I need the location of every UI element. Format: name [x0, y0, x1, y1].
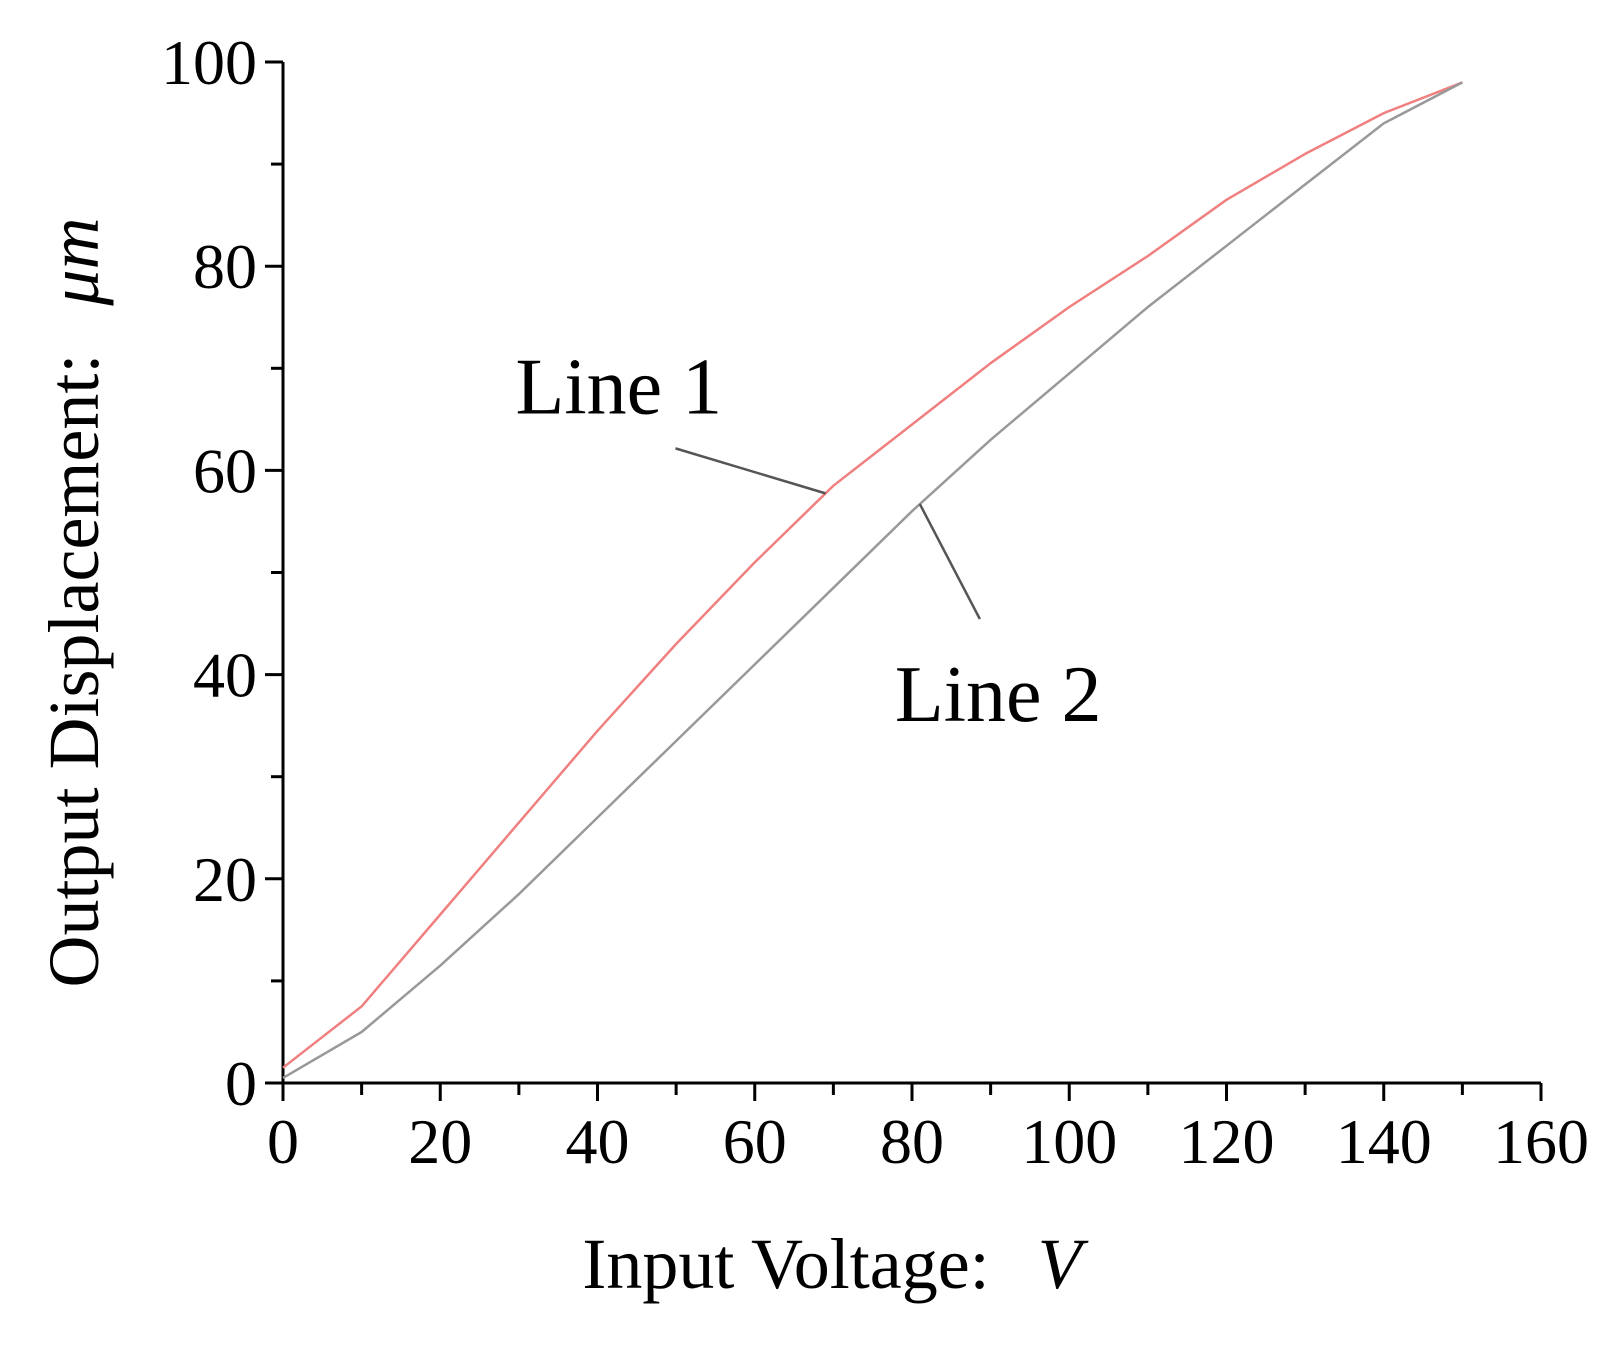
x-tick-label: 40 — [566, 1106, 630, 1177]
x-tick-label: 100 — [1021, 1106, 1117, 1177]
x-tick-label: 120 — [1179, 1106, 1275, 1177]
x-tick-label: 140 — [1336, 1106, 1432, 1177]
y-tick-label: 80 — [193, 231, 257, 302]
x-axis-label: Input Voltage: — [582, 1224, 989, 1304]
x-tick-label: 160 — [1493, 1106, 1589, 1177]
y-axis-title: Output Displacement: μm — [34, 217, 114, 987]
x-axis-title: Input Voltage: V — [582, 1224, 1088, 1304]
y-tick-label: 100 — [161, 27, 257, 98]
x-tick-label: 80 — [880, 1106, 944, 1177]
annotations: Line 1 Line 2 — [516, 343, 1102, 739]
x-tick-label: 0 — [267, 1106, 299, 1177]
y-tick-label: 40 — [193, 640, 257, 711]
y-tick-label: 0 — [225, 1048, 257, 1119]
axes: 0 20 40 60 80 100 120 140 160 0 20 40 60 80 100 — [161, 27, 1589, 1177]
x-axis-unit: V — [1038, 1224, 1089, 1304]
series-line-2 — [282, 81, 1463, 1079]
annotation-leader-2 — [918, 503, 981, 620]
annotation-label-1: Line 1 — [516, 343, 723, 431]
y-axis-unit: μm — [34, 217, 114, 306]
x-tick-label: 20 — [408, 1106, 472, 1177]
annotation-label-2: Line 2 — [895, 651, 1102, 739]
annotation-leader-1 — [675, 447, 826, 495]
x-tick-label: 60 — [723, 1106, 787, 1177]
series-line-1 — [282, 81, 1463, 1069]
series-lines — [282, 81, 1463, 1079]
y-axis-label: Output Displacement: — [34, 354, 114, 988]
y-tick-label: 20 — [193, 844, 257, 915]
y-tick-label: 60 — [193, 435, 257, 506]
